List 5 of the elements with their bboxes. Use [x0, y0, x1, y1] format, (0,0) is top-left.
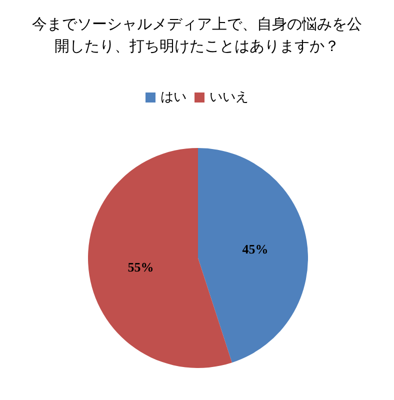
data-label: 45% [242, 241, 268, 256]
legend-label: いいえ [210, 90, 248, 105]
legend-label: はい [160, 90, 186, 105]
data-label: 55% [128, 260, 154, 275]
chart-title: 今までソーシャルメディア上で、自身の悩みを公開したり、打ち明けたことはありますか？ [32, 15, 362, 55]
